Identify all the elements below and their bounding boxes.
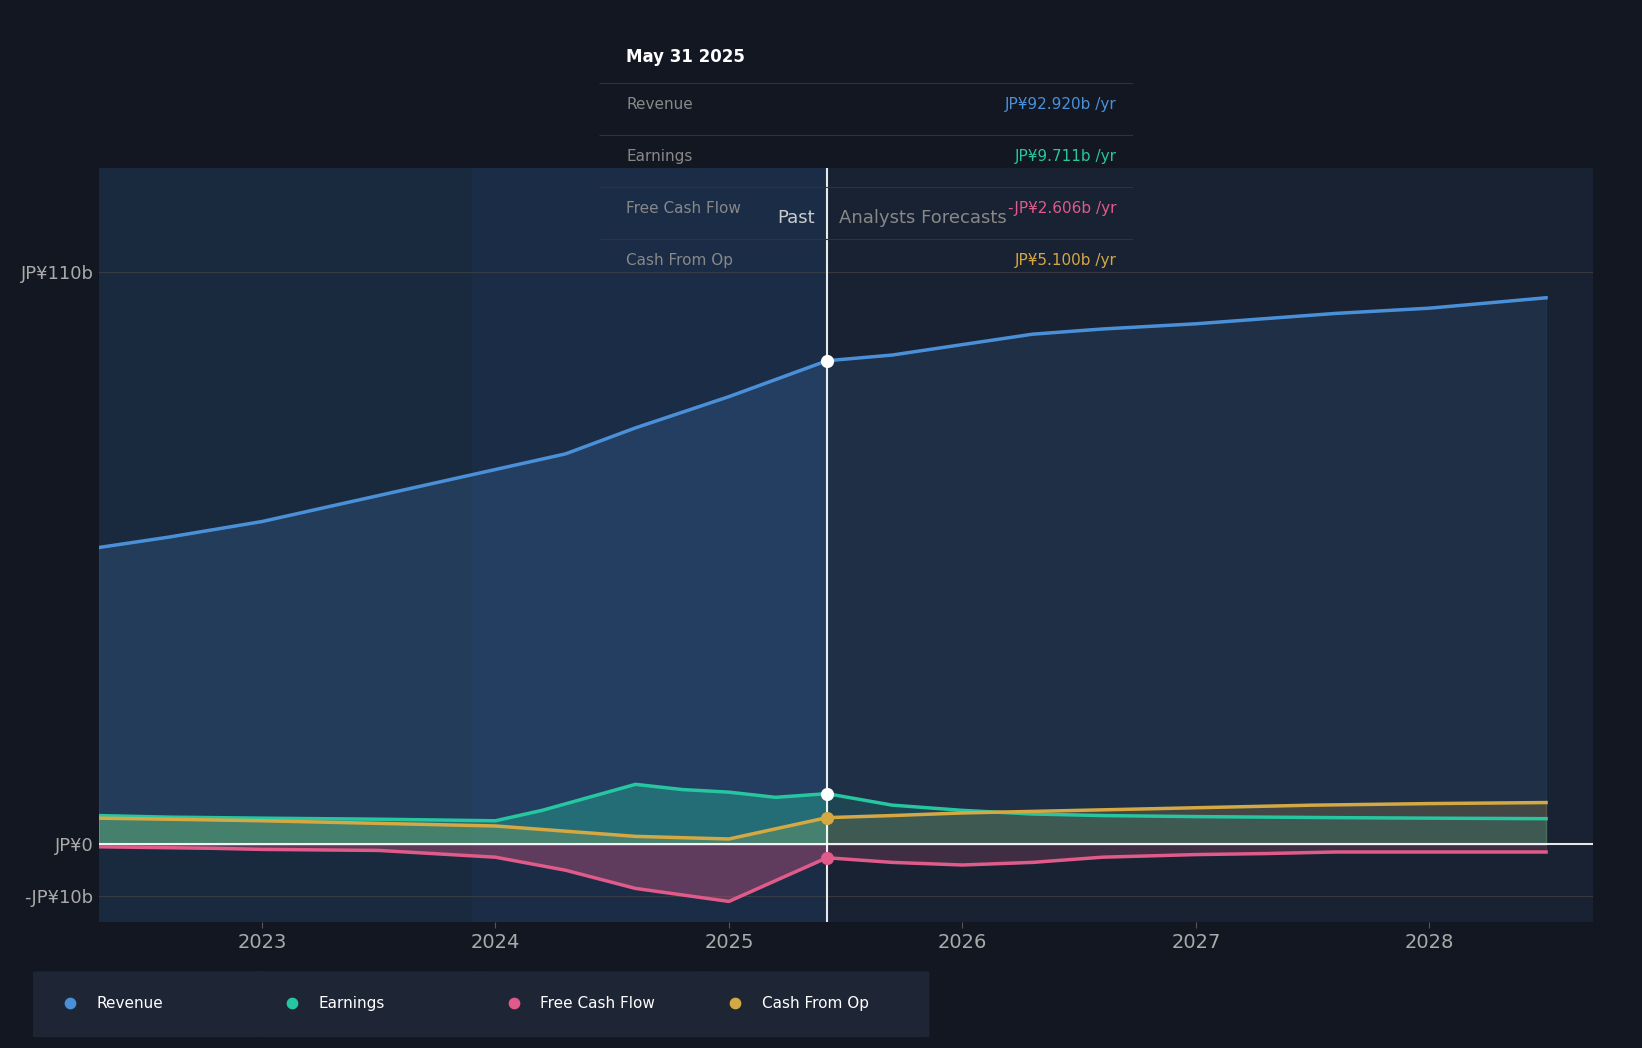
- Bar: [473, 168, 828, 922]
- Point: [814, 849, 841, 866]
- Text: JP¥5.100b /yr: JP¥5.100b /yr: [1015, 254, 1117, 268]
- Text: Cash From Op: Cash From Op: [762, 996, 869, 1011]
- Point: [501, 996, 527, 1012]
- Point: [722, 996, 749, 1012]
- Text: Earnings: Earnings: [319, 996, 384, 1011]
- Text: Revenue: Revenue: [626, 97, 693, 112]
- FancyBboxPatch shape: [698, 971, 929, 1038]
- Text: Free Cash Flow: Free Cash Flow: [540, 996, 655, 1011]
- Point: [814, 809, 841, 826]
- Text: JP¥9.711b /yr: JP¥9.711b /yr: [1015, 150, 1117, 165]
- Point: [57, 996, 84, 1012]
- FancyBboxPatch shape: [476, 971, 708, 1038]
- Text: Cash From Op: Cash From Op: [626, 254, 732, 268]
- Bar: [828, 168, 1593, 922]
- Point: [814, 352, 841, 369]
- Text: Revenue: Revenue: [97, 996, 164, 1011]
- Text: Free Cash Flow: Free Cash Flow: [626, 201, 741, 216]
- Text: Analysts Forecasts: Analysts Forecasts: [839, 210, 1007, 227]
- Text: JP¥92.920b /yr: JP¥92.920b /yr: [1005, 97, 1117, 112]
- Point: [814, 785, 841, 802]
- Text: Earnings: Earnings: [626, 150, 693, 165]
- Bar: [99, 168, 828, 922]
- Text: -JP¥2.606b /yr: -JP¥2.606b /yr: [1008, 201, 1117, 216]
- FancyBboxPatch shape: [33, 971, 264, 1038]
- FancyBboxPatch shape: [255, 971, 486, 1038]
- Text: May 31 2025: May 31 2025: [626, 48, 745, 66]
- Text: Past: Past: [778, 210, 816, 227]
- Point: [279, 996, 305, 1012]
